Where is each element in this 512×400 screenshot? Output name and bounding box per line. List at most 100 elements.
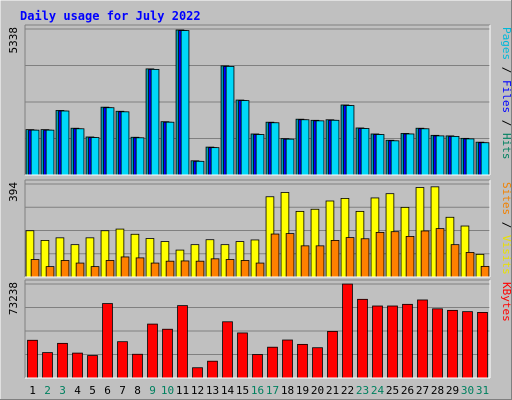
- bar-sites-day-21: [330, 240, 340, 278]
- bar-pages-day-14: [225, 66, 235, 176]
- bar-kbytes-day-28: [432, 308, 443, 379]
- bar-pages-day-27: [420, 128, 430, 176]
- bar-kbytes-day-30: [462, 311, 473, 379]
- bar-kbytes-day-20: [312, 347, 323, 379]
- legend-entry: KBytes: [500, 282, 512, 322]
- bar-kbytes-day-26: [402, 303, 413, 379]
- axis-max-label: 394: [7, 182, 20, 202]
- chart-title: Daily usage for July 2022: [20, 9, 201, 23]
- day-label-17: 17: [266, 384, 279, 397]
- bar-kbytes-day-10: [162, 328, 173, 379]
- bar-kbytes-day-29: [447, 309, 458, 379]
- bar-sites-day-30: [465, 252, 475, 278]
- bar-pages-day-22: [345, 105, 355, 176]
- day-label-25: 25: [386, 384, 399, 397]
- bar-pages-day-17: [270, 122, 280, 176]
- panel-visitors: 394 Sites / Visits: [7, 179, 512, 278]
- bar-sites-day-10: [165, 260, 175, 278]
- bar-pages-day-21: [330, 119, 340, 176]
- legend-entry: /: [500, 113, 512, 133]
- bar-kbytes-day-13: [207, 360, 218, 379]
- bar-kbytes-day-25: [387, 305, 398, 379]
- bar-kbytes-day-14: [222, 321, 233, 379]
- bar-kbytes-day-12: [192, 367, 203, 379]
- axis-max-label: 5338: [7, 27, 20, 54]
- bar-sites-day-5: [90, 266, 100, 278]
- bar-kbytes-day-16: [252, 354, 263, 379]
- bar-sites-day-16: [255, 262, 265, 278]
- bar-pages-day-6: [105, 107, 115, 176]
- bar-sites-day-20: [315, 245, 325, 278]
- day-label-20: 20: [311, 384, 324, 397]
- legend-entry: /: [500, 60, 512, 80]
- panel-legend: KBytes: [500, 282, 512, 322]
- bar-sites-day-15: [240, 260, 250, 278]
- bar-kbytes-day-2: [42, 352, 53, 379]
- bar-sites-day-29: [450, 244, 460, 278]
- bar-sites-day-8: [135, 257, 145, 278]
- bar-kbytes-day-19: [297, 343, 308, 379]
- bar-pages-day-20: [315, 120, 325, 176]
- bar-pages-day-30: [465, 138, 475, 176]
- bar-sites-day-12: [195, 260, 205, 278]
- bar-sites-day-18: [285, 233, 295, 278]
- legend-entry: Sites: [500, 182, 512, 215]
- day-label-1: 1: [29, 384, 36, 397]
- day-label-27: 27: [416, 384, 429, 397]
- bar-sites-day-27: [420, 230, 430, 278]
- bar-pages-day-11: [180, 30, 190, 176]
- bar-sites-day-24: [375, 231, 385, 278]
- bar-pages-day-1: [30, 129, 40, 176]
- bar-kbytes-day-17: [267, 346, 278, 379]
- bar-kbytes-day-31: [477, 312, 488, 379]
- bar-sites-day-2: [45, 266, 55, 278]
- axis-max-label: 73238: [7, 282, 20, 315]
- bar-sites-day-25: [390, 231, 400, 278]
- day-label-7: 7: [119, 384, 126, 397]
- bar-pages-day-23: [360, 128, 370, 176]
- day-label-10: 10: [161, 384, 174, 397]
- day-label-19: 19: [296, 384, 309, 397]
- bar-sites-day-1: [30, 259, 40, 278]
- day-label-6: 6: [104, 384, 111, 397]
- day-label-18: 18: [281, 384, 294, 397]
- bar-pages-day-16: [255, 134, 265, 176]
- bar-sites-day-14: [225, 259, 235, 278]
- bar-kbytes-day-4: [72, 352, 83, 379]
- legend-entry: Visits: [500, 235, 512, 275]
- day-label-26: 26: [401, 384, 414, 397]
- bar-kbytes-day-1: [27, 339, 38, 379]
- panel-traffic: 5338 Pages / Files / Hits: [7, 24, 512, 176]
- day-label-30: 30: [461, 384, 474, 397]
- bar-pages-day-29: [450, 136, 460, 176]
- bar-pages-day-31: [480, 142, 490, 176]
- bar-kbytes-day-15: [237, 332, 248, 379]
- bar-pages-day-18: [285, 138, 295, 176]
- bar-pages-day-13: [210, 147, 220, 176]
- day-label-24: 24: [371, 384, 385, 397]
- chart-panels: 5338 Pages / Files / Hits 394 Sites / Visit…: [7, 24, 512, 379]
- day-label-3: 3: [59, 384, 66, 397]
- day-label-5: 5: [89, 384, 96, 397]
- bar-kbytes-day-3: [57, 342, 68, 379]
- legend-entry: /: [500, 215, 512, 235]
- bar-sites-day-4: [75, 262, 85, 278]
- bar-kbytes-day-18: [282, 339, 293, 379]
- bar-pages-day-19: [300, 119, 310, 176]
- day-label-4: 4: [74, 384, 81, 397]
- bar-kbytes-day-7: [117, 341, 128, 379]
- bar-pages-day-8: [135, 137, 145, 176]
- bar-sites-day-31: [480, 265, 490, 278]
- day-label-9: 9: [149, 384, 156, 397]
- day-label-23: 23: [356, 384, 369, 397]
- bar-pages-day-15: [240, 100, 250, 176]
- bar-pages-day-24: [375, 134, 385, 176]
- bar-sites-day-28: [435, 228, 445, 278]
- bar-pages-day-3: [60, 110, 70, 176]
- bar-sites-day-3: [60, 260, 70, 278]
- bar-kbytes-day-24: [372, 305, 383, 379]
- day-label-22: 22: [341, 384, 354, 397]
- day-label-16: 16: [251, 384, 264, 397]
